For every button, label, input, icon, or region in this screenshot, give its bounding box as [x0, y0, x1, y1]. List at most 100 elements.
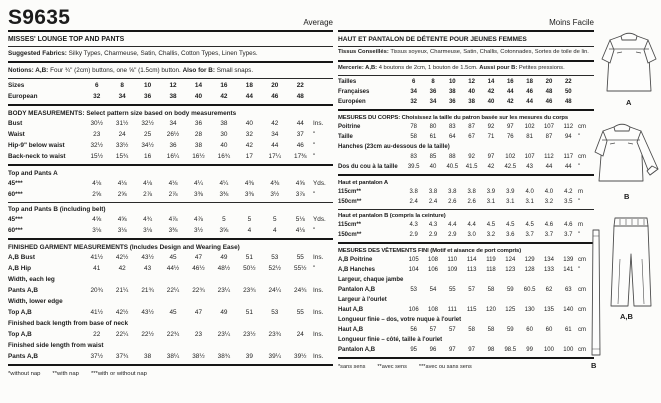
table-row: Pantalon A,B 53 54 55 57 58 59 60.5 62 63 cm — [338, 285, 594, 295]
table-cell: 43 — [526, 164, 533, 171]
body-measurements-table-fr: Poitrine 78 80 83 87 92 97 102 107 112 cm Taille 58 6… — [338, 122, 594, 172]
divider — [338, 30, 594, 32]
table-cell: 3⅞ — [295, 190, 305, 198]
fabrics-text-fr: Tissus soyeux, Charmeuse, Satin, Challis… — [390, 49, 589, 55]
unit-cell: cm — [578, 154, 586, 161]
table-row: Françaises 34 36 38 40 42 44 46 48 50 — [338, 87, 594, 97]
table-cell: 4.0 — [525, 189, 534, 196]
table-cell: 43½ — [141, 253, 154, 261]
table-row: A,B Hanches 104 106 109 113 118 123 128 133 141 " — [338, 265, 594, 275]
table-cell: 47 — [194, 253, 203, 261]
table-cell: 41½ — [90, 308, 103, 316]
table-cell: 22¾ — [192, 286, 205, 294]
table-cell: 3.8 — [448, 189, 457, 196]
table-cell: 3½ — [194, 226, 203, 234]
table-cell: 3.1 — [486, 199, 496, 206]
row-label: Tailles — [338, 79, 357, 86]
table-cell: 22½ — [141, 330, 154, 338]
table-cell: 110 — [447, 257, 458, 264]
table-cell: 8 — [120, 81, 124, 89]
table-cell: 2⅝ — [117, 190, 127, 198]
table-cell: 5 — [222, 215, 226, 223]
table-cell: 37½ — [90, 352, 103, 360]
table-cell: 4.4 — [448, 222, 457, 229]
table-cell: 41½ — [90, 253, 103, 261]
table-cell: 53 — [410, 287, 417, 294]
table-cell: 51 — [245, 308, 253, 316]
difficulty-badge-french: Moins Facile — [549, 18, 594, 27]
table-cell: 48 — [545, 89, 553, 96]
table-cell: 123 — [505, 267, 516, 274]
yardage-b-table: 45*** 4⅝ 4⅝ 4¾ 4⅞ 4⅞ 5 5 5 5⅛ Yds. 60*** 3⅛ 3⅛ 3⅛ 3⅜ 3½ 3… — [8, 214, 333, 236]
unit-cell: " — [313, 152, 316, 160]
section-label-row: Width, lower edge — [8, 296, 333, 307]
table-cell: 40 — [468, 89, 475, 96]
table-cell: 4⅞ — [168, 215, 178, 223]
table-cell: 10 — [144, 81, 152, 89]
table-cell: 22 — [296, 81, 304, 89]
table-cell: 97 — [448, 347, 456, 354]
table-cell: 118 — [486, 267, 496, 274]
section-label-row: Longueur finie – dos, votre nuque à l'ou… — [338, 315, 594, 325]
table-cell: 54 — [429, 287, 437, 294]
divider — [338, 208, 594, 210]
illustration-label-ab: A,B — [620, 312, 633, 321]
row-span-label: Hanches (23cm au-dessous de la taille) — [338, 144, 450, 151]
table-cell: 2.6 — [467, 199, 476, 206]
table-cell: 141 — [563, 267, 574, 274]
table-cell: 38 — [169, 92, 177, 100]
row-label: Pantalon A,B — [338, 287, 376, 294]
table-cell: 16¼ — [166, 152, 180, 160]
table-row: Bust 30½ 31½ 32½ 34 36 38 40 42 44 Ins. — [8, 118, 333, 129]
table-cell: 38½ — [192, 352, 205, 360]
yardage-a-heading: Top and Pants A — [8, 170, 58, 178]
row-label: Pants A,B — [8, 352, 38, 360]
notions-also-text: Small snaps. — [216, 66, 254, 74]
divider — [338, 242, 594, 245]
table-cell: 39 — [245, 352, 253, 360]
table-cell: 4.3 — [409, 222, 418, 229]
table-cell: 23¾ — [268, 330, 281, 338]
table-cell: 53 — [271, 308, 279, 316]
table-cell: 52½ — [268, 264, 281, 272]
table-cell: 95 — [410, 347, 417, 354]
table-cell: 46½ — [192, 264, 205, 272]
notions-text-fr: 4 boutons de 2cm, 1 bouton de 1.5cm. — [378, 64, 478, 71]
table-cell: 38¼ — [166, 352, 180, 360]
unit-cell: cm — [578, 287, 586, 294]
fabrics-text: Silky Types, Charmeuse, Satin, Challis, … — [68, 49, 258, 57]
row-label: Top A,B — [8, 308, 32, 316]
suggested-fabrics-line-fr: Tissus Conseillés: Tissus soyeux, Charme… — [338, 48, 594, 58]
table-cell: 63 — [564, 287, 572, 294]
unit-cell: " — [313, 130, 316, 138]
section-label-row: Longueur finie – côté, taille à l'ourlet — [338, 335, 594, 345]
section-label-row: Hanches (23cm au-dessous de la taille) — [338, 142, 594, 152]
table-cell: 4¼ — [194, 179, 203, 187]
table-cell: 3.9 — [506, 189, 515, 196]
table-cell: 49 — [220, 253, 228, 261]
table-cell: 4⅝ — [295, 179, 305, 187]
table-cell: 117 — [563, 154, 574, 161]
illustration-label-a: A — [626, 98, 632, 107]
table-cell: 34 — [410, 89, 417, 96]
table-cell: 67 — [468, 134, 475, 141]
table-cell: 23½ — [243, 330, 256, 338]
table-cell: 94 — [564, 134, 572, 141]
table-cell: 46 — [296, 141, 304, 149]
table-cell: 105 — [408, 257, 419, 264]
unit-cell: " — [313, 226, 316, 234]
table-cell: 24¼ — [268, 286, 281, 294]
table-cell: 42 — [220, 92, 228, 100]
table-row: 150cm** 2.4 2.4 2.6 2.6 3.1 3.1 3.1 3.2 3.5 " — [338, 197, 594, 207]
table-row: A,B Poitrine 105 108 110 114 119 124 129 134 139 c… — [338, 255, 594, 265]
table-cell: 5⅛ — [295, 215, 305, 223]
table-row: Poitrine 78 80 83 87 92 97 102 107 112 cm — [338, 122, 594, 132]
table-cell: 24¾ — [294, 286, 307, 294]
unit-cell: Yds. — [313, 215, 326, 223]
table-cell: 80 — [429, 124, 437, 131]
table-cell: 3.7 — [564, 232, 573, 239]
table-cell: 12 — [169, 81, 177, 89]
finished-measurements-table-fr: A,B Poitrine 105 108 110 114 119 124 129 134 139 c… — [338, 255, 594, 355]
table-cell: 26½ — [166, 130, 180, 138]
